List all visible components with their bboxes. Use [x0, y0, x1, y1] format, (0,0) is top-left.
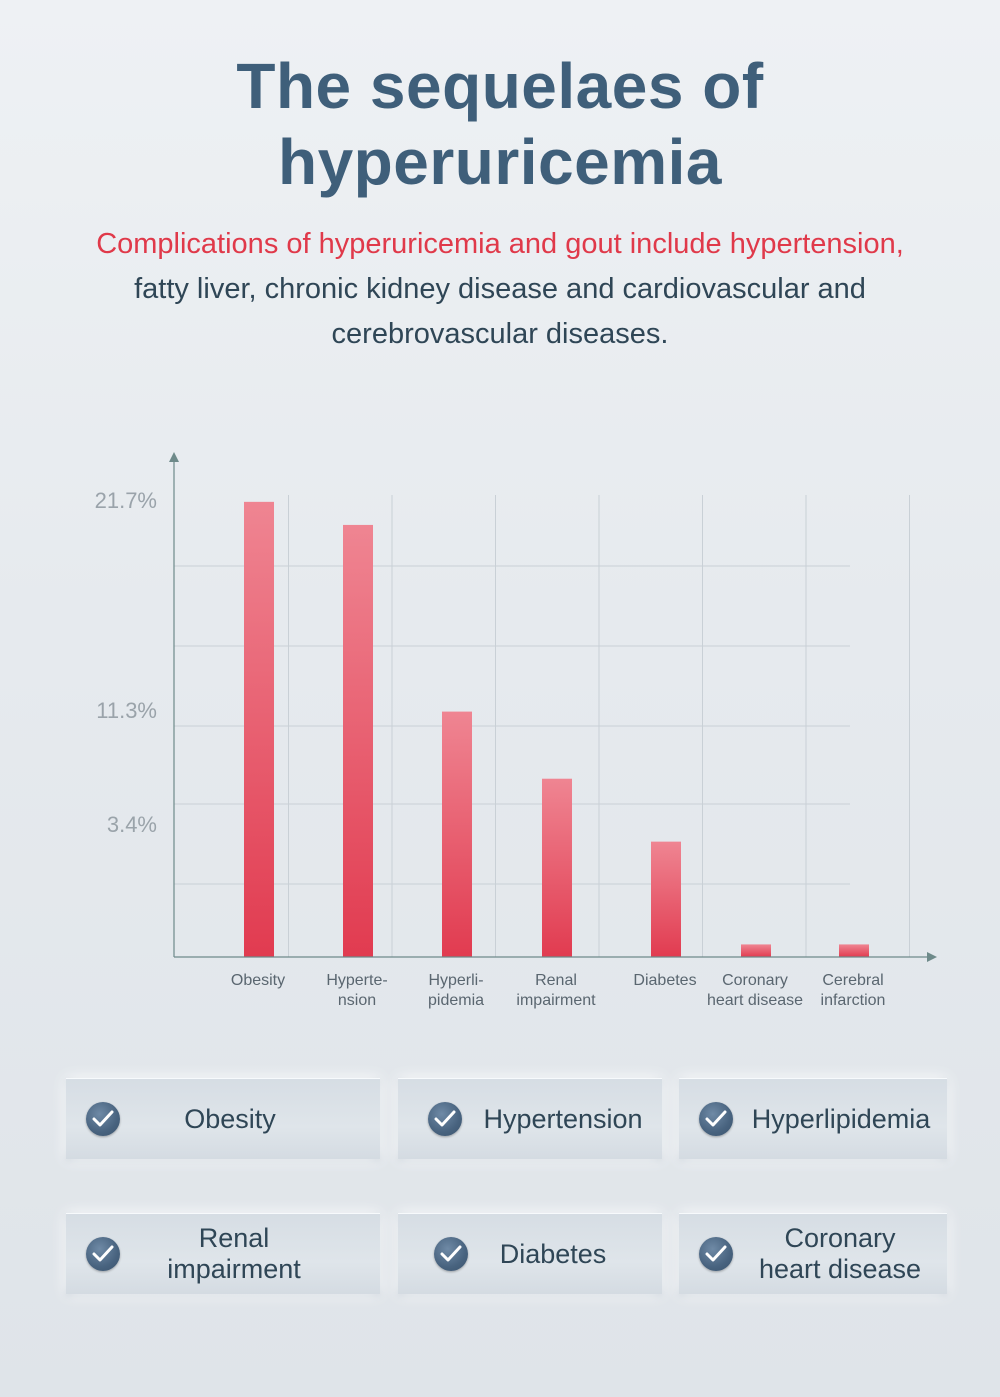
subtitle-highlight: Complications of hyperuricemia and gout … [96, 228, 904, 260]
bar [741, 944, 771, 957]
card-label: Coronary heart disease [745, 1214, 935, 1294]
card-label: Hypertension [483, 1103, 643, 1134]
x-tick-label: Coronary [722, 972, 788, 989]
x-tick-label: Diabetes [633, 972, 696, 989]
card-hyperlipidemia: Hyperlipidemia [679, 1078, 947, 1159]
bar [343, 524, 373, 957]
card-obesity: Obesity [66, 1078, 380, 1159]
card-label: Diabetes [499, 1238, 607, 1269]
check-icon [86, 1237, 120, 1271]
check-icon [428, 1102, 462, 1136]
x-tick-label: infarction [821, 992, 886, 1009]
card-label-line: heart disease [758, 1254, 922, 1284]
y-tick-label: 11.3% [96, 698, 157, 723]
x-tick-label: Renal [535, 972, 577, 989]
y-axis-arrow [169, 452, 179, 462]
check-icon [699, 1102, 733, 1136]
subtitle-line-3: cerebrovascular diseases. [331, 318, 669, 350]
card-hypertension: Hypertension [398, 1078, 662, 1159]
check-icon [434, 1237, 468, 1271]
subtitle: Complications of hyperuricemia and gout … [50, 222, 950, 357]
x-tick-label: Hyperli- [428, 972, 483, 989]
card-label-line: Coronary [784, 1223, 896, 1253]
bar [839, 944, 869, 957]
card-label-line: Renal [198, 1223, 270, 1253]
check-icon [699, 1237, 733, 1271]
card-diabetes: Diabetes [398, 1213, 662, 1294]
card-label: Hyperlipidemia [751, 1103, 931, 1134]
bar [651, 841, 681, 957]
y-tick-label: 3.4% [107, 812, 157, 837]
x-tick-label: Cerebral [822, 972, 883, 989]
x-tick-label: nsion [338, 992, 376, 1009]
card-label-line: impairment [167, 1254, 301, 1284]
x-axis-arrow [927, 952, 937, 962]
bar [542, 778, 572, 957]
card-label: Obesity [184, 1103, 276, 1134]
y-tick-label: 21.7% [95, 488, 157, 513]
bar [244, 501, 274, 957]
card-renal-impairment: Renal impairment [66, 1213, 380, 1294]
check-icon [86, 1102, 120, 1136]
page-title: The sequelaes of hyperuricemia [0, 48, 1000, 200]
bar [442, 711, 472, 957]
x-tick-label: heart disease [707, 992, 803, 1009]
card-coronary-heart-disease: Coronary heart disease [679, 1213, 947, 1294]
title-line-1: The sequelaes of [236, 50, 764, 122]
x-tick-label: Obesity [231, 972, 285, 989]
x-tick-label: pidemia [428, 992, 484, 1009]
bar-chart: 21.7% 11.3% 3.4% Obesity Hyperte-nsion Hyper… [95, 452, 937, 1009]
title-line-2: hyperuricemia [277, 126, 723, 198]
x-tick-label: impairment [516, 992, 596, 1009]
x-tick-label: Hyperte- [326, 972, 387, 989]
subtitle-line-2: fatty liver, chronic kidney disease and … [134, 273, 866, 305]
card-label: Renal impairment [136, 1214, 332, 1294]
